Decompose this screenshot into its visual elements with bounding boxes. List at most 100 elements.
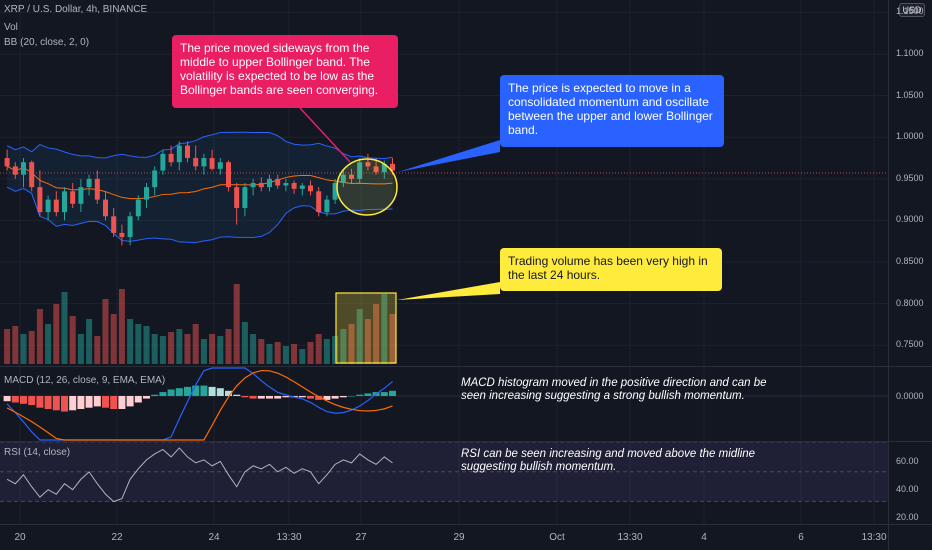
time-tick: 13:30	[617, 532, 643, 543]
volume-bars	[4, 284, 396, 364]
macd-hist-bar	[11, 396, 19, 403]
macd-hist-bar	[364, 393, 372, 396]
volume-bar	[241, 322, 248, 364]
bollinger-callout-pointer	[398, 140, 500, 172]
time-tick: 24	[208, 532, 220, 543]
time-axis-separator	[0, 524, 932, 525]
volume-bar	[118, 289, 125, 364]
macd-hist-bar	[307, 396, 314, 399]
candle-body	[217, 162, 223, 169]
macd-hist-bar	[93, 396, 101, 407]
volume-bar	[266, 344, 273, 364]
volume-callout[interactable]: Trading volume has been very high in the…	[500, 248, 722, 291]
price-axis[interactable]	[888, 0, 932, 550]
candle-body	[53, 199, 59, 213]
volume-bar	[274, 342, 281, 364]
macd-hist-bar	[52, 396, 60, 411]
volume-bar	[332, 336, 339, 364]
macd-legend[interactable]: MACD (12, 26, close, 9, EMA, EMA)	[4, 375, 166, 386]
candle-body	[78, 187, 84, 204]
candle-body	[258, 183, 264, 188]
volume-bar	[381, 294, 388, 364]
macd-hist-bar	[110, 396, 118, 409]
candle-body	[340, 174, 346, 183]
candle-body	[308, 185, 313, 192]
volume-bar	[250, 334, 257, 364]
volume-bar	[28, 331, 35, 364]
volume-bar	[12, 326, 19, 364]
candle-body	[176, 145, 182, 163]
macd-hist-bar	[389, 390, 396, 396]
volume-bar	[192, 324, 199, 364]
chart-drawings	[299, 107, 500, 364]
bollinger-bands	[0, 131, 888, 243]
candle-body	[226, 162, 231, 188]
candle-body	[316, 191, 322, 213]
macd-hist-bar	[143, 396, 150, 399]
candle-body	[242, 187, 248, 208]
candle-body	[127, 216, 133, 238]
volume-bar	[176, 329, 183, 364]
volume-bar	[340, 329, 347, 364]
price-callout-pointer	[299, 107, 351, 163]
time-tick: Oct	[549, 532, 565, 543]
time-tick: 4	[701, 532, 707, 543]
candle-body	[357, 162, 363, 179]
candle-body	[332, 183, 338, 200]
volume-bar	[94, 336, 101, 364]
volume-bar	[233, 284, 240, 364]
volume-bar	[127, 319, 134, 364]
macd-axis-label: 0.0000	[896, 391, 924, 401]
candle-body	[168, 153, 174, 163]
volume-bar	[291, 344, 298, 364]
price-callout[interactable]: The price moved sideways from the middle…	[172, 35, 398, 108]
macd-hist-bar	[175, 388, 183, 396]
price-tick: 1.0000	[896, 131, 924, 142]
macd-hist-bar	[266, 396, 273, 399]
macd-hist-bar	[249, 396, 257, 399]
volume-bar	[307, 342, 314, 364]
bollinger-callout[interactable]: The price is expected to move in a conso…	[500, 75, 724, 147]
bb-upper	[6, 131, 393, 160]
volume-bar	[61, 292, 68, 364]
candle-body	[144, 187, 149, 200]
price-tick: 1.0500	[896, 89, 924, 100]
candle-body	[94, 178, 100, 200]
macd-hist-bar	[348, 396, 355, 397]
price-tick: 0.8500	[896, 256, 924, 267]
macd-note[interactable]: MACD histogram moved in the positive dir…	[461, 377, 767, 402]
chart-canvas[interactable]	[0, 0, 888, 550]
currency-badge[interactable]: USD	[899, 3, 925, 17]
symbol-legend[interactable]: XRP / U.S. Dollar, 4h, BINANCE	[4, 4, 148, 15]
macd-hist-bar	[44, 396, 52, 409]
macd-hist-bar	[315, 396, 323, 400]
volume-bar	[143, 326, 150, 364]
candle-body	[291, 183, 297, 189]
pane-separator[interactable]	[0, 366, 932, 367]
macd-hist-bar	[151, 394, 159, 396]
macd-hist-bar	[356, 394, 364, 396]
time-tick: 20	[14, 532, 26, 543]
macd-signal-line	[6, 369, 393, 441]
candle-body	[250, 183, 256, 188]
volume-bar	[282, 346, 289, 364]
pane-separator[interactable]	[0, 441, 932, 442]
candle-body	[12, 166, 18, 175]
rsi-note[interactable]: RSI can be seen increasing and moved abo…	[461, 448, 756, 473]
macd-hist-bar	[20, 396, 27, 404]
candle-body	[4, 158, 10, 167]
bb-legend[interactable]: BB (20, close, 2, 0)	[4, 37, 90, 48]
rsi-axis-label-40: 40.00	[896, 484, 919, 494]
macd-hist-bar	[298, 396, 306, 398]
volume-legend[interactable]: Vol	[4, 22, 18, 33]
rsi-legend[interactable]: RSI (14, close)	[4, 447, 71, 458]
macd-hist-bar	[241, 396, 249, 398]
macd-hist-bar	[225, 390, 232, 396]
volume-bar	[258, 339, 265, 364]
price-tick: 1.1500	[896, 6, 924, 17]
macd-hist-bar	[126, 396, 134, 407]
bb-basis	[6, 165, 393, 200]
volume-bar	[364, 319, 371, 364]
volume-bar	[225, 329, 232, 364]
macd-hist-bar	[380, 392, 388, 396]
